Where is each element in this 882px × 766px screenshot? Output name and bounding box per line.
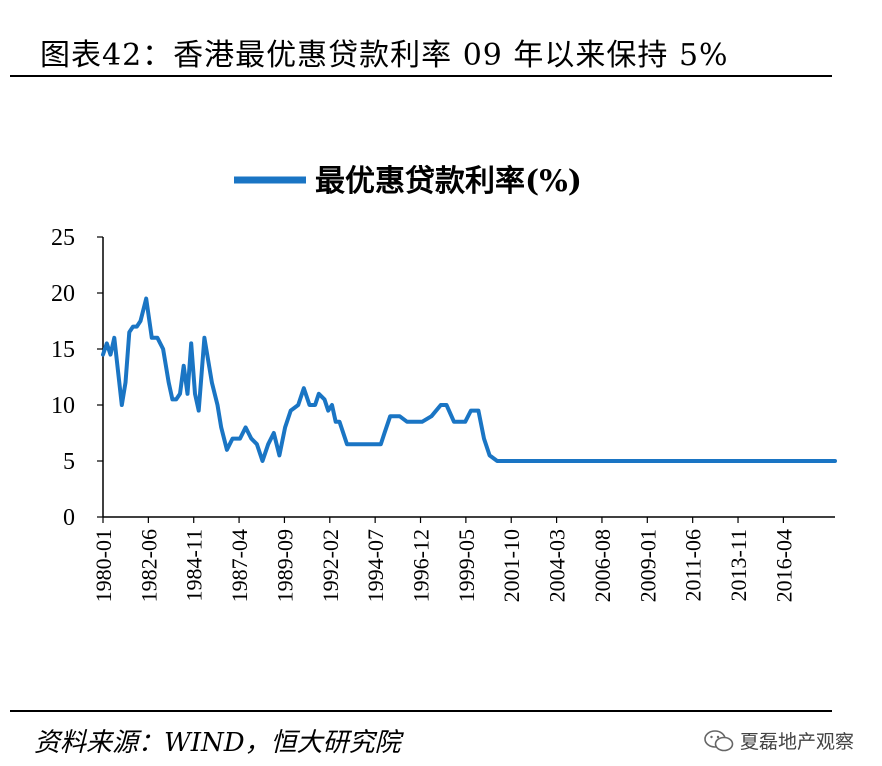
figure-title: 图表42：香港最优惠贷款利率 09 年以来保持 5% [40, 38, 729, 73]
y-tick-label: 10 [51, 393, 75, 419]
x-tick-label: 1992-02 [318, 529, 343, 602]
watermark-text: 夏磊地产观察 [739, 731, 854, 753]
x-tick-label: 2013-11 [726, 529, 751, 602]
y-tick-label: 0 [63, 505, 75, 531]
wechat-icon [704, 729, 734, 751]
legend: 最优惠贷款利率(%) [234, 164, 582, 199]
watermark: 夏磊地产观察 [704, 727, 854, 754]
y-tick-label: 15 [51, 337, 75, 363]
x-axis-ticks: 1980-01 1982-06 1984-11 1987-04 1989-09 1992-… [91, 517, 796, 602]
x-tick-label: 1984-11 [182, 529, 207, 602]
bottom-rule [10, 710, 832, 712]
x-tick-label: 1994-07 [363, 529, 388, 602]
x-tick-label: 2011-06 [681, 529, 706, 602]
series-line [101, 296, 837, 463]
x-tick-label: 2006-08 [590, 529, 615, 602]
x-tick-label: 2016-04 [771, 529, 796, 602]
x-tick-label: 1999-05 [454, 529, 479, 602]
source-note: 资料来源：WIND，恒大研究院 [34, 728, 401, 758]
x-tick-label: 2009-01 [635, 529, 660, 602]
axes [102, 237, 835, 518]
y-tick-label: 20 [51, 281, 75, 307]
y-tick-label: 5 [63, 449, 75, 475]
top-rule [10, 75, 832, 77]
x-tick-label: 1989-09 [272, 529, 297, 602]
x-tick-label: 1980-01 [91, 529, 116, 602]
plot-area [101, 296, 837, 463]
x-tick-label: 1987-04 [227, 529, 252, 602]
y-tick-label: 25 [51, 225, 75, 251]
y-axis-ticks: 0 5 10 15 20 25 [51, 225, 103, 531]
x-tick-label: 1996-12 [409, 529, 434, 602]
x-tick-label: 2004-03 [545, 529, 570, 602]
legend-label: 最优惠贷款利率(%) [315, 164, 582, 199]
x-tick-label: 2001-10 [499, 529, 524, 602]
x-tick-label: 1982-06 [136, 529, 161, 602]
